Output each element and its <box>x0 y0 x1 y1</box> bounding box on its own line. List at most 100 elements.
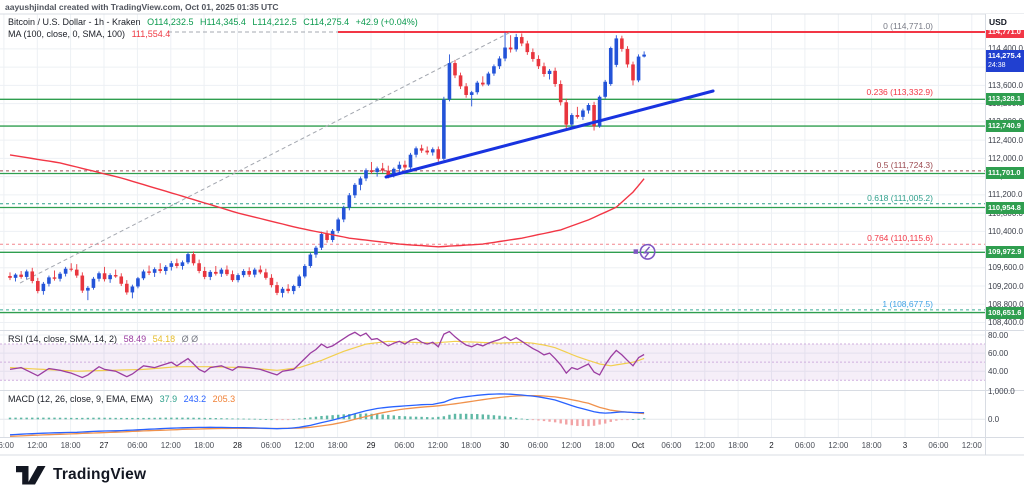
macd-legend[interactable]: MACD (12, 26, close, 9, EMA, EMA) 37.9 2… <box>8 394 239 404</box>
candle <box>197 263 201 271</box>
candle <box>291 286 296 292</box>
time-axis-label: 12:00 <box>828 441 849 450</box>
time-axis-label: 18:00 <box>728 441 749 450</box>
candle <box>202 270 207 277</box>
ohlc-low: L114,212.5 <box>252 17 297 27</box>
candle <box>642 54 646 57</box>
price-badge-support: 112,740.9 <box>986 120 1024 133</box>
tradingview-logo[interactable]: TradingView <box>16 464 146 486</box>
price-badge-support: 110,954.8 <box>986 201 1024 214</box>
candle <box>636 56 641 81</box>
time-axis-label: 18:00 <box>60 441 81 450</box>
candle <box>308 254 313 266</box>
ma-value: 111,554.4 <box>131 28 171 39</box>
time-axis-label: 30 <box>500 441 509 450</box>
ma-legend[interactable]: MA (100, close, 0, SMA, 100) 111,554.4 <box>8 29 174 39</box>
candle <box>592 105 596 127</box>
rsi-axis-label: 60.00 <box>988 348 1009 358</box>
candle <box>519 37 524 44</box>
candle <box>347 195 352 208</box>
rsi-empty-values: Ø Ø <box>181 334 199 344</box>
candle <box>469 92 474 95</box>
rsi-sma-line <box>9 340 645 372</box>
macd-hist-value: 37.9 <box>159 394 178 404</box>
ma-100-line <box>9 154 645 248</box>
candle <box>186 254 190 263</box>
candle <box>191 254 196 264</box>
candle <box>69 268 73 270</box>
fib-level-label: 0.618 (111,005.2) <box>867 192 933 203</box>
candle <box>303 265 307 277</box>
candle <box>453 63 457 76</box>
price-axis-currency[interactable]: USD <box>986 14 1024 30</box>
fib-level-label: 1 (108,677.5) <box>882 298 933 309</box>
gray-dashed-trendline <box>19 31 512 284</box>
candle <box>553 70 557 85</box>
candle <box>341 207 346 220</box>
candle <box>180 262 185 266</box>
rsi-label: RSI (14, close, SMA, 14, 2) <box>8 334 118 344</box>
time-axis-label: 06:00 <box>0 441 14 450</box>
rsi-legend[interactable]: RSI (14, close, SMA, 14, 2) 58.49 54.18 … <box>8 334 202 344</box>
candle <box>252 269 257 275</box>
price-badge-support: 109,972.9 <box>986 246 1024 259</box>
rsi-axis-label: 80.00 <box>988 330 1009 340</box>
time-axis-label: 06:00 <box>394 441 415 450</box>
candle <box>514 37 518 50</box>
ohlc-change: +42.9 (+0.04%) <box>355 17 418 27</box>
bar-countdown: 24:38 <box>988 61 1006 69</box>
symbol-legend[interactable]: Bitcoin / U.S. Dollar - 1h - Kraken O114… <box>8 17 422 27</box>
price-axis-label: 112,000.0 <box>988 153 1023 163</box>
time-axis-label: 18:00 <box>461 441 482 450</box>
macd-axis-label: 1,000.0 <box>988 387 1015 397</box>
candle <box>52 277 57 279</box>
lightning-bolt-icon <box>643 246 651 258</box>
candle <box>208 271 213 277</box>
tradingview-brand-text: TradingView <box>53 466 147 483</box>
macd-axis-label: 0.0 <box>988 414 1000 424</box>
candle <box>275 285 279 293</box>
candle <box>286 288 290 292</box>
candle <box>336 219 340 231</box>
candle <box>130 286 135 293</box>
candle <box>141 271 146 279</box>
time-axis-label: 28 <box>233 441 242 450</box>
candle <box>102 273 107 280</box>
candle <box>36 281 40 292</box>
candle <box>425 150 429 153</box>
candle <box>436 149 441 159</box>
candle <box>297 276 302 287</box>
candle <box>319 234 324 248</box>
candle <box>258 269 263 273</box>
ohlc-open: O114,232.5 <box>147 17 194 27</box>
candle <box>163 266 168 271</box>
fib-level-label: 0.236 (113,332.9) <box>866 86 933 97</box>
tradingview-mark-icon <box>16 465 46 484</box>
candle <box>442 99 446 159</box>
candle <box>531 52 535 59</box>
time-axis-label: 12:00 <box>694 441 715 450</box>
fib-level-label: 0.764 (110,115.6) <box>867 233 933 244</box>
candle <box>108 275 112 280</box>
candle <box>603 81 607 97</box>
time-axis-label: 12:00 <box>427 441 448 450</box>
candle <box>397 164 402 169</box>
time-axis-label: 27 <box>99 441 109 450</box>
candle <box>419 148 424 151</box>
candle <box>392 168 396 176</box>
macd-histogram <box>8 413 646 427</box>
rsi-axis-label: 40.00 <box>988 366 1009 376</box>
price-axis-label: 111,200.0 <box>988 190 1023 200</box>
time-axis-label: 06:00 <box>928 441 949 450</box>
macd-label: MACD (12, 26, close, 9, EMA, EMA) <box>8 394 154 404</box>
candle <box>175 263 179 266</box>
candle <box>119 276 124 284</box>
lightning-sticker-icon <box>639 243 656 260</box>
price-badge-support: 113,328.1 <box>986 93 1024 106</box>
time-axis-label: 06:00 <box>661 441 682 450</box>
blue-trendline <box>384 89 715 179</box>
candle <box>225 269 229 275</box>
candle <box>74 269 79 276</box>
